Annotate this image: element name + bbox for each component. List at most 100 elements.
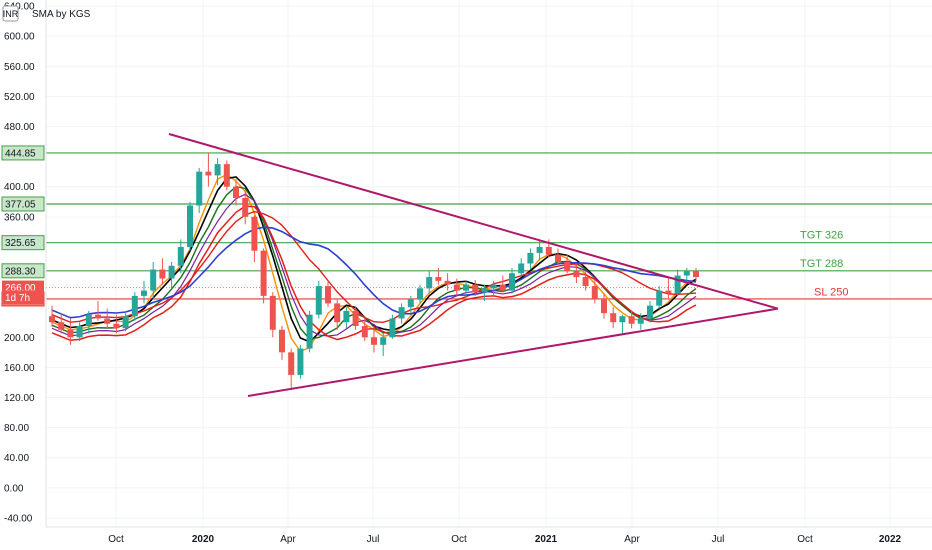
candle-body[interactable]: [233, 186, 239, 199]
candle-body[interactable]: [619, 316, 626, 323]
candle-body[interactable]: [683, 271, 690, 276]
candle-body[interactable]: [49, 316, 55, 323]
candle-body[interactable]: [647, 305, 653, 319]
candle-body[interactable]: [435, 277, 442, 281]
candle-body[interactable]: [85, 314, 92, 326]
candle-body[interactable]: [527, 252, 534, 264]
upper-trendline[interactable]: [168, 133, 779, 310]
candle-body[interactable]: [279, 329, 285, 353]
candle-body[interactable]: [251, 216, 258, 251]
candle-body[interactable]: [269, 295, 276, 330]
candle-body[interactable]: [601, 299, 607, 314]
candle-body[interactable]: [693, 271, 699, 278]
candle-body[interactable]: [113, 323, 120, 329]
level-badge: [1, 235, 45, 251]
time-axis[interactable]: Oct 2020 Apr Jul Oct 2021 Apr Jul Oct 2022: [108, 534, 901, 545]
candle-body[interactable]: [490, 284, 497, 289]
level-badge: [1, 145, 45, 161]
candle-body[interactable]: [582, 277, 589, 287]
candle-body[interactable]: [95, 314, 101, 319]
triangle-trendlines[interactable]: [168, 133, 779, 397]
candle-body[interactable]: [159, 269, 166, 279]
candle-body[interactable]: [444, 280, 451, 285]
candle-body[interactable]: [150, 269, 157, 291]
candle-body[interactable]: [122, 316, 129, 329]
candle-body[interactable]: [555, 254, 561, 262]
candle-body[interactable]: [573, 271, 580, 278]
candle-body[interactable]: [591, 286, 598, 300]
level-badge-label: 288.30: [5, 266, 36, 277]
candle-body[interactable]: [610, 313, 617, 323]
candle-body[interactable]: [665, 290, 672, 294]
candle-body[interactable]: [306, 314, 313, 349]
candle-body[interactable]: [168, 265, 175, 279]
candle-body[interactable]: [674, 275, 681, 294]
candle-body[interactable]: [76, 325, 83, 338]
candle-body[interactable]: [141, 290, 147, 296]
candle-body[interactable]: [196, 171, 203, 206]
currency-badge[interactable]: INR: [2, 5, 19, 22]
x-tick-label: 2022: [879, 534, 902, 545]
candlesticks[interactable]: [49, 152, 699, 390]
candle-body[interactable]: [656, 290, 663, 306]
candle-body[interactable]: [426, 277, 433, 289]
indicator-title[interactable]: SMA by KGS: [32, 9, 91, 20]
candle-body[interactable]: [472, 284, 479, 293]
lower-trendline[interactable]: [247, 307, 779, 397]
candle-body[interactable]: [509, 273, 515, 291]
candle-body[interactable]: [242, 198, 249, 217]
candle-body[interactable]: [352, 310, 359, 326]
y-tick-label: 40.00: [4, 453, 29, 464]
candle-body[interactable]: [564, 261, 571, 272]
price-axis[interactable]: 640.00 600.00 560.00 520.00 480.00 400.00 360.…: [4, 2, 35, 525]
candle-body[interactable]: [315, 286, 322, 315]
candle-body[interactable]: [545, 246, 552, 255]
candle-body[interactable]: [131, 295, 138, 317]
candle-body[interactable]: [288, 352, 295, 375]
candle-body[interactable]: [407, 299, 414, 308]
y-tick-label: 600.00: [4, 32, 35, 43]
candle-body[interactable]: [380, 337, 387, 345]
candle-body[interactable]: [205, 171, 212, 176]
candle-body[interactable]: [334, 303, 341, 323]
y-tick-label: -40.00: [4, 513, 33, 524]
candle-body[interactable]: [463, 284, 469, 291]
currency-label: INR: [3, 9, 19, 19]
candle-body[interactable]: [297, 348, 304, 375]
candle-body[interactable]: [453, 284, 460, 291]
y-tick-label: 520.00: [4, 92, 35, 103]
x-tick-label: Jul: [712, 534, 725, 545]
candle-body[interactable]: [371, 337, 377, 345]
price-badge: [2, 290, 44, 305]
price-badge-label: 266.00: [5, 283, 36, 294]
candle-body[interactable]: [499, 284, 506, 291]
level-badge: [1, 263, 45, 279]
candle-body[interactable]: [223, 164, 230, 187]
candle-body[interactable]: [214, 164, 221, 176]
candle-body[interactable]: [417, 288, 423, 300]
candle-body[interactable]: [628, 316, 635, 324]
candle-body[interactable]: [518, 263, 525, 274]
candle-body[interactable]: [389, 318, 396, 338]
candle-body[interactable]: [361, 325, 368, 338]
candle-body[interactable]: [187, 205, 193, 247]
candle-body[interactable]: [104, 318, 111, 324]
candle-body[interactable]: [67, 329, 74, 338]
candle-body[interactable]: [177, 246, 184, 266]
y-tick-label: 160.00: [4, 363, 35, 374]
target-annotation: SL 250: [814, 287, 848, 299]
price-badge-label: 1d 7h: [5, 293, 30, 304]
candle-body[interactable]: [58, 322, 65, 330]
candle-body[interactable]: [637, 318, 644, 324]
candle-body[interactable]: [536, 246, 543, 253]
candle-body[interactable]: [398, 307, 405, 319]
x-tick-label: Apr: [280, 534, 296, 545]
candle-body[interactable]: [343, 310, 350, 323]
level-badge-label: 444.85: [5, 148, 36, 159]
candle-body[interactable]: [260, 250, 267, 296]
candle-body[interactable]: [325, 286, 331, 304]
candle-body[interactable]: [481, 288, 488, 293]
